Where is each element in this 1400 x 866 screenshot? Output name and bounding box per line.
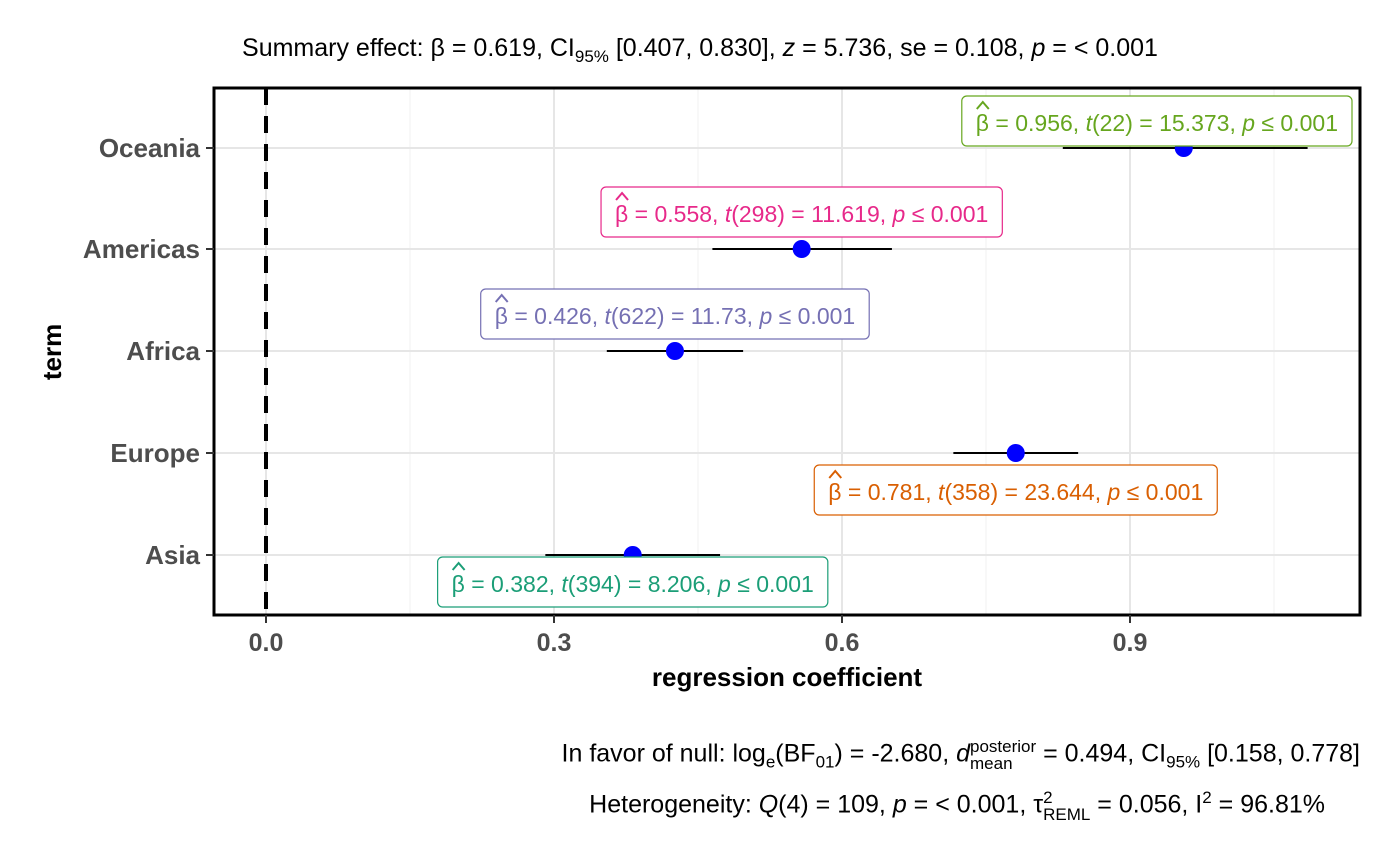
beta-symbol: β — [615, 201, 628, 227]
p-value: ≤ 0.001 — [1120, 479, 1203, 505]
x-axis: 0.0 0.3 0.6 0.9 — [249, 615, 1148, 657]
x-tick-label: 0.9 — [1113, 629, 1148, 657]
point-estimates — [623, 139, 1193, 564]
estimate-label-text: β = 0.382, t(394) = 8.206, p ≤ 0.001 — [452, 571, 814, 597]
estimate-label-text: β = 0.426, t(622) = 11.73, p ≤ 0.001 — [495, 303, 855, 329]
estimate-label: β = 0.558, t(298) = 11.619, p ≤ 0.001 — [600, 186, 1003, 238]
grid-lines — [214, 88, 1360, 615]
beta-value: = 0.781, — [841, 479, 938, 505]
beta-value: = 0.956, — [989, 110, 1086, 136]
estimate-label-box — [961, 95, 1353, 147]
estimate-label: β = 0.382, t(394) = 8.206, p ≤ 0.001 — [437, 556, 829, 608]
beta-hat-mark — [494, 293, 509, 303]
point-estimate — [665, 342, 684, 360]
t-symbol: t — [938, 479, 946, 505]
beta-value: = 0.558, — [628, 201, 725, 227]
t-value: (22) = 15.373, — [1092, 110, 1242, 136]
beta-value: = 0.426, — [508, 303, 605, 329]
estimate-label: β = 0.781, t(358) = 23.644, p ≤ 0.001 — [813, 464, 1218, 516]
y-tick-label: Asia — [145, 540, 200, 570]
beta-symbol: β — [976, 110, 989, 136]
estimate-label-box — [437, 556, 829, 608]
point-estimate — [1006, 444, 1025, 462]
x-axis-title: regression coefficient — [652, 662, 923, 692]
estimate-label-text: β = 0.781, t(358) = 23.644, p ≤ 0.001 — [828, 479, 1203, 505]
p-value: ≤ 0.001 — [905, 201, 988, 227]
beta-symbol: β — [452, 571, 465, 597]
point-estimate — [792, 240, 811, 258]
t-symbol: t — [725, 201, 733, 227]
x-tick-label: 0.0 — [249, 629, 284, 657]
y-axis-title: term — [37, 324, 67, 380]
y-tick-label: Europe — [110, 438, 200, 468]
p-value: ≤ 0.001 — [772, 303, 855, 329]
t-value: (622) = 11.73, — [611, 303, 760, 329]
p-symbol: p — [1106, 479, 1120, 505]
estimate-label-text: β = 0.956, t(22) = 15.373, p ≤ 0.001 — [976, 110, 1338, 136]
estimate-label-box — [600, 186, 1003, 238]
estimate-label: β = 0.956, t(22) = 15.373, p ≤ 0.001 — [961, 95, 1353, 147]
t-symbol: t — [605, 303, 613, 329]
estimate-label-text: β = 0.558, t(298) = 11.619, p ≤ 0.001 — [615, 201, 988, 227]
beta-hat-mark — [615, 191, 629, 201]
estimate-label-box — [813, 464, 1218, 516]
p-symbol: p — [1241, 110, 1255, 136]
beta-hat-mark — [828, 469, 843, 479]
estimate-label-box — [480, 288, 870, 340]
x-tick-label: 0.6 — [825, 629, 860, 657]
y-tick-label: Africa — [126, 336, 200, 366]
estimate-label: β = 0.426, t(622) = 11.73, p ≤ 0.001 — [480, 288, 870, 340]
bayes-caption: In favor of null: loge(BF01) = -2.680, d… — [561, 737, 1360, 773]
p-symbol: p — [717, 571, 731, 597]
y-tick-label: Americas — [83, 234, 200, 264]
beta-symbol: β — [828, 479, 841, 505]
beta-hat-mark — [976, 100, 990, 110]
t-value: (394) = 8.206, — [568, 571, 718, 597]
x-tick-label: 0.3 — [537, 629, 572, 657]
y-axis: Oceania Americas Africa Europe Asia — [83, 133, 214, 570]
p-value: ≤ 0.001 — [1255, 110, 1338, 136]
p-value: ≤ 0.001 — [731, 571, 814, 597]
p-symbol: p — [892, 201, 906, 227]
t-symbol: t — [1086, 110, 1094, 136]
t-value: (358) = 23.644, — [944, 479, 1107, 505]
beta-symbol: β — [495, 303, 508, 329]
chart-title: Summary effect: β = 0.619, CI95% [0.407,… — [242, 34, 1158, 66]
p-symbol: p — [758, 303, 772, 329]
beta-hat-mark — [451, 561, 466, 571]
t-value: (298) = 11.619, — [731, 201, 892, 227]
beta-value: = 0.382, — [465, 571, 562, 597]
t-symbol: t — [561, 571, 569, 597]
y-tick-label: Oceania — [99, 133, 201, 163]
heterogeneity-caption: Heterogeneity: Q(4) = 109, p = < 0.001, … — [589, 787, 1325, 824]
